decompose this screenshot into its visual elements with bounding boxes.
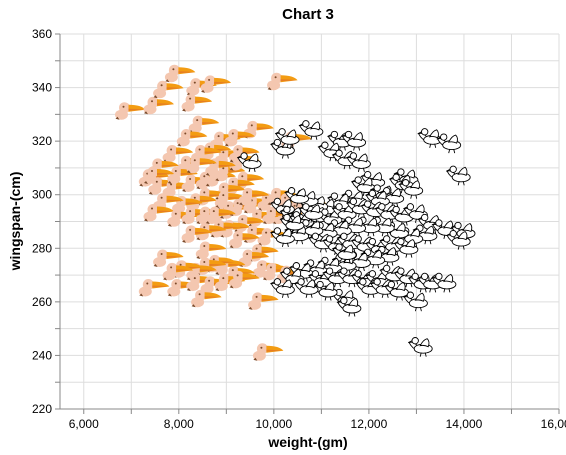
y-tick-label: 300	[32, 188, 52, 202]
toucan-icon	[153, 249, 184, 267]
seagull-icon	[293, 278, 319, 298]
seagull-icon	[431, 272, 457, 293]
seagull-icon	[417, 128, 443, 148]
seagull-icon	[331, 243, 357, 264]
toucan-icon	[181, 225, 213, 243]
y-axis-title: wingspan-(cm)	[7, 172, 23, 272]
seagull-icon	[236, 152, 262, 173]
toucan-icon	[205, 206, 236, 225]
toucan-icon	[176, 129, 208, 147]
toucan-icon	[248, 292, 279, 310]
seagull-icon	[407, 337, 433, 357]
toucan-icon	[115, 102, 146, 120]
seagull-icon	[270, 227, 295, 248]
x-tick-label: 12,000	[351, 417, 388, 431]
y-tick-label: 320	[32, 134, 52, 148]
toucan-icon	[162, 145, 194, 163]
toucan-icon	[243, 225, 274, 243]
toucan-icon	[186, 155, 217, 174]
series-2	[236, 120, 476, 357]
seagull-icon	[398, 179, 424, 199]
y-tick-label: 360	[32, 27, 52, 41]
seagull-icon	[403, 291, 428, 312]
seagull-icon	[365, 189, 390, 210]
x-tick-label: 14,000	[446, 417, 483, 431]
seagull-icon	[341, 130, 367, 151]
toucan-icon	[229, 270, 260, 289]
seagull-icon	[445, 165, 471, 186]
toucan-icon	[143, 166, 174, 184]
toucan-icon	[267, 72, 298, 91]
seagull-icon	[284, 187, 310, 207]
seagull-icon	[274, 128, 300, 148]
seagull-icon	[312, 280, 338, 301]
x-tick-label: 6,000	[69, 417, 99, 431]
toucan-icon	[200, 75, 232, 93]
toucan-icon	[238, 187, 270, 206]
toucan-icon	[195, 241, 227, 259]
toucan-icon	[167, 166, 198, 184]
seagull-icon	[384, 280, 409, 301]
y-tick-label: 240	[32, 348, 52, 362]
y-axis-ticks: 220 240 260 280 300 320 340 360	[32, 27, 60, 416]
x-axis-title: weight-(gm)	[267, 434, 347, 450]
chart-title: Chart 3	[282, 6, 334, 23]
seagull-icon	[379, 187, 405, 207]
y-tick-label: 220	[32, 402, 52, 416]
toucan-icon	[153, 80, 184, 99]
toucan-icon	[143, 96, 174, 115]
toucan-icon	[224, 129, 255, 147]
x-tick-label: 10,000	[256, 417, 293, 431]
toucan-icon	[191, 289, 222, 308]
toucan-icon	[252, 343, 284, 361]
x-tick-label: 8,000	[164, 417, 194, 431]
y-tick-label: 260	[32, 295, 52, 309]
seagull-icon	[270, 278, 295, 298]
toucan-icon	[188, 115, 220, 134]
x-axis-ticks: 6,000 8,000 10,000 12,000 14,000 16,000	[69, 409, 566, 431]
x-tick-label: 16,000	[541, 417, 566, 431]
toucan-icon	[138, 279, 170, 297]
seagull-icon	[298, 120, 324, 140]
seagull-icon	[393, 237, 419, 258]
seagull-icon	[336, 296, 362, 317]
toucan-icon	[181, 94, 213, 112]
seagull-icon	[279, 213, 305, 234]
seagull-icon	[270, 138, 295, 159]
data-points	[115, 64, 476, 361]
seagull-icon	[298, 203, 324, 223]
toucan-icon	[162, 262, 194, 281]
y-tick-label: 340	[32, 81, 52, 95]
toucan-icon	[143, 204, 174, 222]
toucan-icon	[148, 177, 179, 195]
seagull-icon	[436, 133, 462, 154]
y-tick-label: 280	[32, 241, 52, 255]
seagull-icon	[346, 152, 371, 173]
seagull-icon	[445, 229, 471, 250]
toucan-icon	[164, 64, 196, 83]
seagull-icon	[360, 248, 386, 269]
toucan-icon	[229, 230, 260, 249]
